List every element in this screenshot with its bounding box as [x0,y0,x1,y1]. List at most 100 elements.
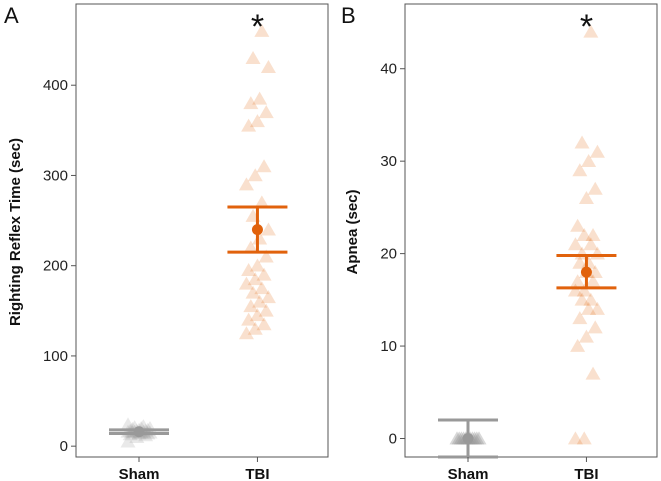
panel-a-y-ticks: 0 100 200 300 400 [43,77,76,455]
panel-b-tbi-point [567,431,583,445]
panel-a-tbi-point [260,60,276,74]
panel-a-tbi-point [249,114,265,128]
panel-b-tbi-point [589,301,605,315]
panel-a-letter: A [4,3,19,28]
panel-b-tbi-point [567,237,583,251]
panel-a-tbi-point [249,308,265,322]
panel-a-y-tick-label: 0 [60,438,68,455]
panel-b-sham-point [469,431,485,445]
panel-b-tbi-point [587,264,603,278]
panel-a-tbi-point [254,281,270,295]
panel-a-tbi-point [254,23,270,37]
panel-b-sham-point [449,431,465,445]
panel-b-tbi-point [581,301,597,315]
panel-b-sham-point [471,431,487,445]
panel-b-tbi-point [567,283,583,297]
panel-b-letter: B [341,3,356,28]
panel-a-tbi-point [238,276,254,290]
panel-a-tbi-point [258,105,274,119]
panel-b-tbi-point [583,292,599,306]
panel-b-error-bars [438,253,617,459]
panel-b-tbi-point [572,255,588,269]
panel-a-tbi-point [256,317,272,331]
panel-b-y-ticks: 0 10 20 30 40 [380,61,405,448]
panel-a-tbi-point [247,272,263,286]
panel-a-tbi-point [258,303,274,317]
panel-a-y-tick-label: 200 [43,258,68,275]
panel-a-tbi-point [241,118,257,132]
panel-a-x-category-label: Sham [119,466,160,481]
panel-b-frame [404,3,658,458]
panel-b-tbi-point [574,135,590,149]
panel-b-x-category-label: TBI [574,466,598,481]
panel-b-tbi-point [576,431,592,445]
panel-b-tbi-point [583,24,599,38]
panel-a-tbi-point [238,177,254,191]
panel-a-y-tick-label: 300 [43,167,68,184]
panel-b-tbi-point [585,366,601,380]
panel-b-tbi-point [581,255,597,269]
panel-a-tbi-point [249,258,265,272]
panel-a-tbi-point [252,231,268,245]
panel-a-tbi-mean-point [251,224,263,236]
panel-a-tbi-point [252,91,268,105]
panel-b-tbi-point [585,227,601,241]
panel-a-tbi-point [254,195,270,209]
panel-b-sham-point [449,431,465,445]
panel-a-sham-point [142,425,158,439]
panel-b-tbi-point [578,190,594,204]
panel-a-tbi-point [260,222,276,236]
panel-b-tbi-point [572,311,588,325]
panel-b-y-tick-label: 30 [380,153,397,170]
panel-a-frame [75,3,329,458]
panel-b-y-tick-label: 20 [380,246,397,263]
panel-b-tbi-point [587,181,603,195]
panel-a-tbi-point [256,159,272,173]
panel-b-tbi-point [570,218,586,232]
panel-b-tbi-point [570,338,586,352]
panel-a-y-tick-label: 100 [43,348,68,365]
panel-a-sham-point [120,417,136,431]
panel-a: A Righting Reflex Time (sec) 0 100 200 300 4… [4,3,329,481]
panel-b-points [449,24,605,445]
panel-b-tbi-point [587,320,603,334]
panel-b: B Apnea (sec) 0 10 20 30 40 Sham TBI * [341,3,658,481]
panel-b-tbi-point [576,227,592,241]
panel-b-sham-point [451,431,467,445]
panel-a-tbi-point [245,285,261,299]
panel-a-x-category-label: TBI [245,466,269,481]
panel-b-tbi-mean-point [580,266,592,278]
panel-a-tbi-point [243,96,259,110]
panel-a-tbi-point [241,263,257,277]
panel-a-sham-mean-point [133,426,145,438]
panel-b-y-tick-label: 0 [389,431,397,448]
panel-a-tbi-point [238,326,254,340]
panel-a-tbi-point [245,50,261,64]
panel-b-x-category-label: Sham [448,466,489,481]
panel-b-tbi-point [585,274,601,288]
panel-a-x-categories: Sham TBI [119,457,270,481]
panel-a-tbi-point [260,290,276,304]
panel-b-y-tick-label: 40 [380,61,397,78]
panel-b-tbi-point [578,329,594,343]
panel-b-tbi-point [589,144,605,158]
panel-a-sham-point [120,434,136,448]
panel-a-tbi-point [247,168,263,182]
panel-a-points [120,23,276,448]
panel-b-x-categories: Sham TBI [448,457,599,481]
panel-b-tbi-point [570,274,586,288]
panel-b-y-tick-label: 10 [380,338,397,355]
panel-a-tbi-point [241,312,257,326]
panel-a-error-bars [109,205,288,438]
panel-b-tbi-point [581,154,597,168]
panel-b-sham-mean-point [462,433,474,445]
panel-b-tbi-point [583,237,599,251]
panel-b-tbi-point [574,292,590,306]
panel-b-y-axis-title: Apnea (sec) [344,189,361,274]
panel-b-significance-marker: * [580,8,593,46]
panel-a-tbi-point [247,321,263,335]
panel-b-sham-point [469,431,485,445]
panel-a-tbi-point [243,240,259,254]
panel-b-tbi-point [572,163,588,177]
